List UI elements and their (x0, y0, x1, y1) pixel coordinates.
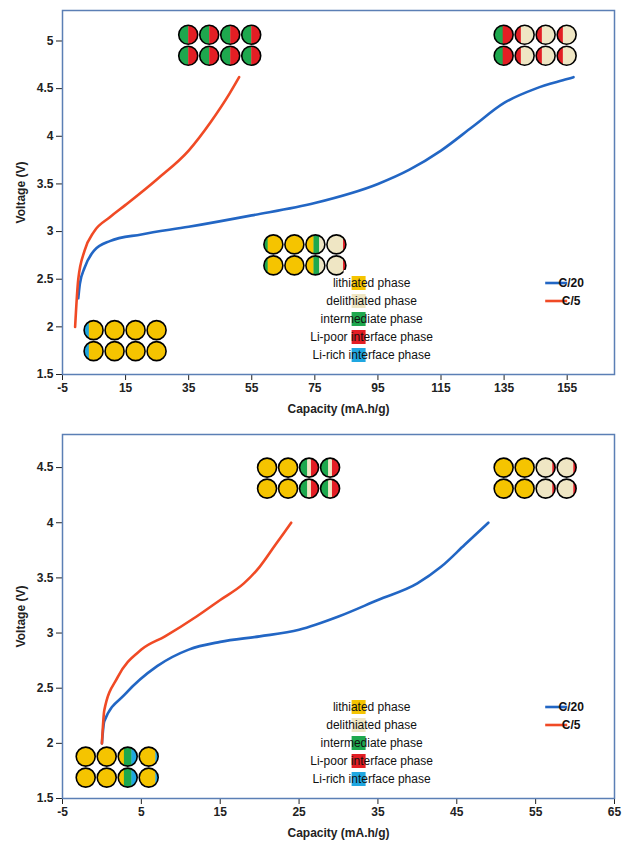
svg-text:3: 3 (47, 626, 54, 640)
svg-text:35: 35 (182, 381, 196, 395)
svg-text:2.5: 2.5 (37, 681, 54, 695)
svg-text:intermediate phase: intermediate phase (321, 312, 423, 326)
svg-text:155: 155 (557, 381, 577, 395)
svg-text:135: 135 (494, 381, 514, 395)
svg-text:Li-rich interface phase: Li-rich interface phase (313, 348, 431, 362)
svg-text:C/20: C/20 (559, 276, 585, 290)
svg-text:Voltage (V): Voltage (V) (14, 162, 28, 224)
svg-text:55: 55 (245, 381, 259, 395)
svg-text:2.5: 2.5 (37, 272, 54, 286)
svg-text:delithiated phase: delithiated phase (326, 294, 417, 308)
svg-text:Li-rich interface phase: Li-rich interface phase (313, 772, 431, 786)
svg-text:4.5: 4.5 (37, 81, 54, 95)
svg-text:1.5: 1.5 (37, 791, 54, 805)
svg-text:C/5: C/5 (562, 294, 581, 308)
svg-text:lithiated phase: lithiated phase (333, 276, 411, 290)
svg-text:Capacity (mA.h/g): Capacity (mA.h/g) (287, 826, 389, 840)
svg-text:4: 4 (47, 516, 54, 530)
svg-text:55: 55 (529, 805, 543, 819)
svg-text:65: 65 (608, 805, 622, 819)
svg-text:2: 2 (47, 736, 54, 750)
svg-text:intermediate phase: intermediate phase (321, 736, 423, 750)
svg-text:Voltage (V): Voltage (V) (14, 586, 28, 648)
svg-text:45: 45 (450, 805, 464, 819)
svg-text:5: 5 (138, 805, 145, 819)
svg-text:3.5: 3.5 (37, 571, 54, 585)
svg-text:lithiated phase: lithiated phase (333, 700, 411, 714)
svg-text:Li-poor interface phase: Li-poor interface phase (310, 330, 433, 344)
svg-text:delithiated phase: delithiated phase (326, 718, 417, 732)
svg-text:95: 95 (371, 381, 385, 395)
svg-text:Li-poor interface phase: Li-poor interface phase (310, 754, 433, 768)
svg-text:35: 35 (371, 805, 385, 819)
svg-text:5: 5 (47, 34, 54, 48)
svg-text:2: 2 (47, 320, 54, 334)
svg-text:Capacity (mA.h/g): Capacity (mA.h/g) (287, 402, 389, 416)
svg-text:-5: -5 (57, 381, 68, 395)
svg-text:15: 15 (214, 805, 228, 819)
svg-text:4.5: 4.5 (37, 460, 54, 474)
svg-text:15: 15 (119, 381, 133, 395)
svg-text:C/20: C/20 (559, 700, 585, 714)
svg-text:25: 25 (292, 805, 306, 819)
svg-text:115: 115 (431, 381, 451, 395)
svg-text:3.5: 3.5 (37, 177, 54, 191)
svg-text:4: 4 (47, 129, 54, 143)
svg-text:1.5: 1.5 (37, 367, 54, 381)
svg-text:C/5: C/5 (562, 718, 581, 732)
svg-text:75: 75 (308, 381, 322, 395)
svg-text:-5: -5 (57, 805, 68, 819)
svg-text:3: 3 (47, 224, 54, 238)
